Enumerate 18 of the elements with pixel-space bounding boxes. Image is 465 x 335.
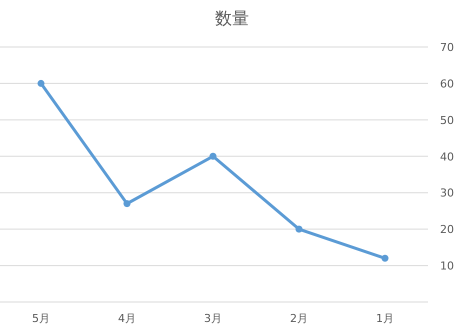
y-tick-label: 30 [440, 186, 454, 200]
point [296, 226, 302, 233]
x-tick-label: 4月 [118, 312, 136, 325]
y-tick-label: 60 [440, 77, 454, 90]
x-tick-label: 1月 [376, 312, 394, 325]
y-tick-label: 20 [440, 223, 454, 236]
chart-title: 数量 [215, 9, 249, 29]
point [210, 152, 216, 160]
y-tick-label: 10 [440, 260, 454, 273]
y-tick-label: 50 [440, 114, 454, 127]
x-tick-label: 2月 [290, 312, 308, 325]
x-tick-label: 5月 [32, 312, 50, 325]
point [382, 254, 388, 262]
y-tick-label: 40 [440, 150, 454, 164]
y-tick-label: 70 [440, 41, 454, 54]
point [38, 80, 44, 87]
point [124, 200, 130, 208]
x-tick-label: 3月 [204, 312, 222, 325]
